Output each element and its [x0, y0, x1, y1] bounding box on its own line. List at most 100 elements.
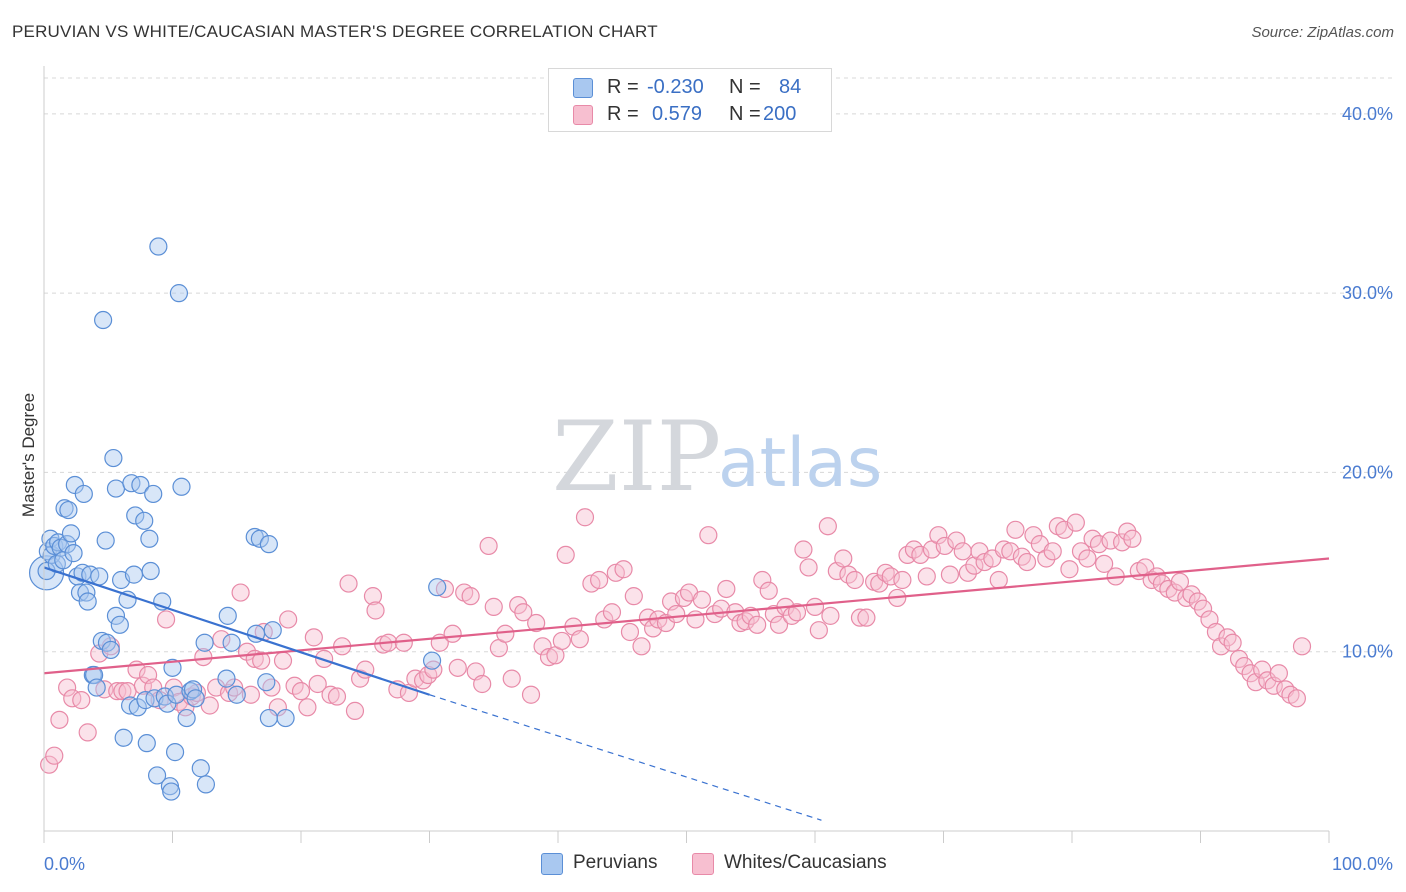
stats-row-whites: R = 0.579 N = 200 — [549, 102, 831, 128]
white-caucasian-point — [1024, 526, 1043, 545]
legend-label-peruvians: Peruvians — [573, 852, 658, 873]
peruvian-point — [250, 529, 269, 548]
white-caucasian-point — [632, 637, 651, 656]
white-caucasian-point — [965, 556, 984, 575]
watermark-zip: ZIP — [552, 401, 721, 513]
y-tick-label: 10.0% — [1342, 642, 1393, 662]
white-caucasian-point — [1089, 535, 1109, 554]
peruvian-point — [141, 561, 160, 581]
y-tick-label: 30.0% — [1342, 283, 1393, 303]
white-caucasian-point — [911, 545, 930, 565]
white-caucasian-point — [279, 610, 298, 629]
white-caucasian-point — [570, 630, 589, 649]
peruvian-point — [163, 658, 182, 677]
peruvian-point — [136, 691, 155, 710]
peruvian-point — [263, 621, 282, 640]
white-caucasian-point — [63, 689, 82, 708]
peruvian-n-label: N = — [729, 76, 761, 98]
peruvian-point — [222, 633, 241, 652]
source-credit: Source: ZipAtlas.com — [1251, 24, 1394, 41]
white-caucasian-point — [1218, 628, 1237, 647]
white-caucasian-point — [667, 604, 686, 624]
white-caucasian-point — [917, 567, 936, 586]
peruvian-point — [217, 669, 236, 688]
white-caucasian-point — [366, 601, 385, 620]
white-caucasian-point — [1170, 572, 1190, 591]
peruvian-point — [78, 592, 97, 611]
white-caucasian-point — [870, 574, 889, 593]
white-caucasian-point — [1235, 656, 1254, 676]
peruvian-point — [135, 511, 154, 530]
peruvian-point — [106, 606, 126, 625]
white-caucasian-point — [1113, 533, 1132, 552]
white-caucasian-point — [1292, 637, 1312, 656]
white-caucasian-point — [514, 603, 533, 622]
white-caucasian-point — [876, 563, 895, 582]
peruvian-point — [218, 606, 237, 625]
white-caucasian-point — [614, 560, 633, 579]
peruvian-point — [196, 775, 216, 794]
white-caucasian-point — [496, 624, 515, 643]
peruvian-point — [428, 578, 447, 597]
y-tick-label: 20.0% — [1342, 462, 1393, 482]
peruvian-point — [259, 708, 278, 728]
white-caucasian-point — [947, 531, 966, 550]
white-caucasian-point — [521, 685, 541, 704]
peruvian-point — [124, 565, 144, 584]
white-caucasian-point — [794, 540, 813, 559]
white-caucasian-point — [1037, 549, 1056, 568]
legend-swatch-peruvians — [541, 853, 563, 875]
peruvian-point — [59, 500, 78, 520]
white-caucasian-point — [692, 590, 712, 609]
peruvian-point — [64, 544, 83, 563]
watermark-atlas: atlas — [718, 424, 882, 503]
peruvian-point — [155, 687, 174, 706]
white-caucasian-point — [308, 674, 327, 694]
legend-swatch-whites — [692, 853, 714, 875]
white-caucasian-point — [994, 540, 1013, 559]
peruvian-point — [169, 284, 189, 303]
peruvian-point — [137, 734, 156, 753]
white-caucasian-point — [590, 570, 609, 590]
white-caucasian-point — [620, 622, 640, 642]
white-caucasian-point — [753, 570, 772, 590]
white-caucasian-point — [40, 755, 59, 774]
white-n-label: N = — [729, 103, 761, 125]
white-caucasian-trend-line — [43, 557, 1330, 675]
y-axis-label: Master's Degree — [19, 393, 38, 517]
white-caucasian-point — [857, 608, 876, 627]
peruvian-point — [177, 708, 196, 728]
white-caucasian-point — [50, 710, 69, 729]
peruvian-point — [191, 759, 210, 778]
peruvian-point — [96, 531, 115, 550]
peruvian-point — [131, 475, 150, 495]
peruvian-points — [28, 237, 447, 801]
peruvian-point — [172, 477, 191, 496]
peruvian-trend-extension — [429, 694, 822, 821]
white-caucasian-point — [435, 579, 455, 599]
peruvian-point — [101, 640, 120, 660]
white-caucasian-point — [1193, 599, 1213, 618]
white-caucasian-point — [809, 621, 828, 640]
white-caucasian-point — [443, 624, 462, 643]
white-caucasian-point — [1177, 588, 1196, 608]
peruvian-point — [90, 567, 109, 586]
white-caucasian-point — [448, 658, 467, 677]
white-caucasian-point — [764, 604, 783, 624]
peruvian-point — [165, 743, 185, 762]
peruvian-point — [94, 310, 113, 330]
white-caucasian-point — [273, 651, 293, 670]
white-caucasian-point — [156, 610, 176, 629]
white-caucasian-point — [958, 563, 978, 582]
peruvian-point — [186, 689, 205, 708]
white-caucasian-point — [736, 612, 755, 631]
white-caucasian-point — [479, 536, 498, 556]
white-caucasian-point — [1055, 520, 1074, 539]
white-caucasian-points — [40, 508, 1312, 774]
white-caucasian-point — [304, 628, 323, 647]
white-swatch — [573, 105, 593, 125]
peruvian-point — [195, 633, 214, 652]
peruvian-point — [149, 237, 168, 256]
white-caucasian-point — [1101, 531, 1120, 550]
white-caucasian-point — [527, 613, 546, 633]
